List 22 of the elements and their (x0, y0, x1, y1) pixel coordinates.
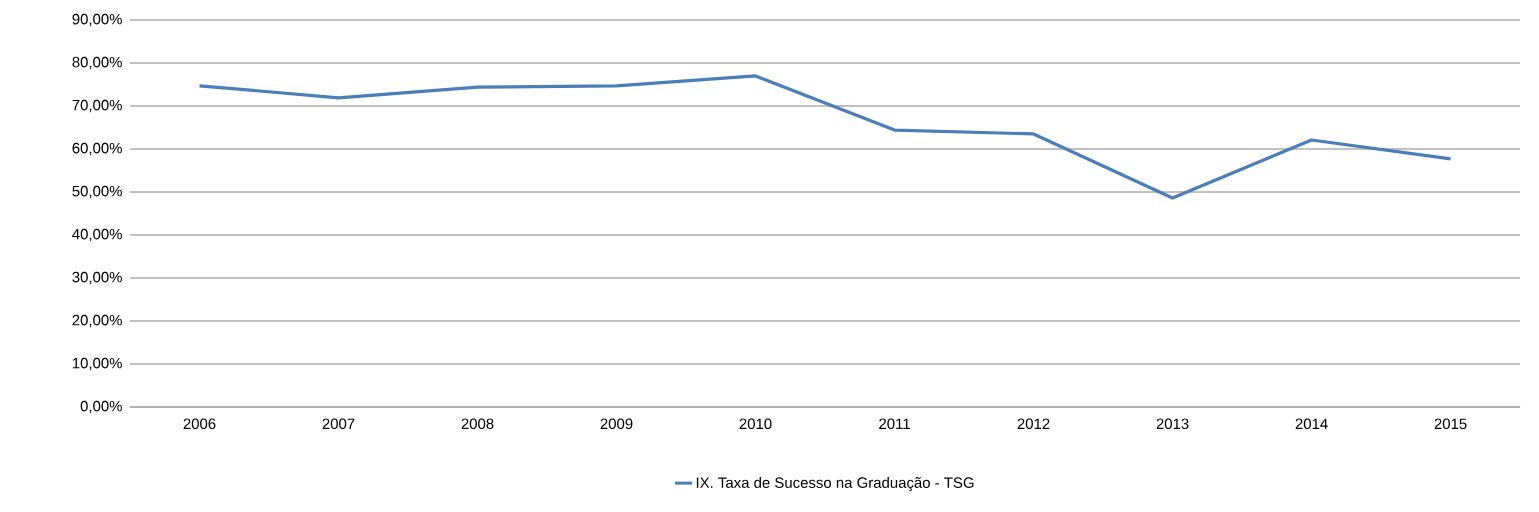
legend-label: IX. Taxa de Sucesso na Graduação - TSG (696, 476, 974, 491)
x-tick-label: 2008 (461, 418, 494, 430)
y-tick-label: 60,00% (72, 142, 122, 156)
x-tick-label: 2011 (879, 418, 910, 430)
y-tick-label: 50,00% (72, 185, 122, 199)
y-tick-label: 20,00% (72, 314, 122, 328)
x-tick-label: 2009 (600, 418, 633, 430)
x-tick-label: 2015 (1434, 418, 1467, 430)
y-tick-label: 0,00% (80, 400, 122, 414)
x-tick-label: 2012 (1017, 418, 1050, 430)
x-tick-label: 2014 (1295, 418, 1328, 430)
y-tick-label: 30,00% (72, 271, 122, 285)
y-tick-label: 80,00% (72, 56, 122, 70)
y-tick-label: 70,00% (72, 99, 122, 113)
y-tick-label: 90,00% (72, 13, 122, 27)
x-tick-label: 2007 (322, 418, 355, 430)
x-tick-label: 2010 (739, 418, 772, 430)
y-tick-label: 10,00% (72, 357, 122, 371)
x-tick-label: 2006 (183, 418, 216, 430)
line-series (197, 74, 1453, 200)
y-tick-label: 40,00% (72, 228, 122, 242)
x-tick-label: 2013 (1156, 418, 1189, 430)
